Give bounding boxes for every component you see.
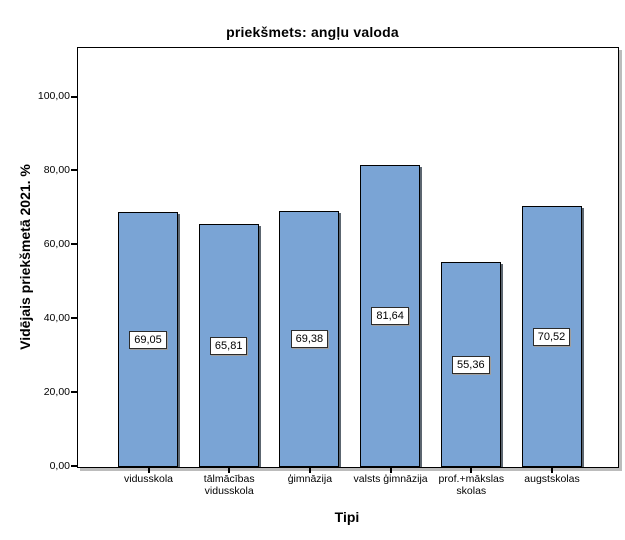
y-tick-mark: [71, 317, 77, 320]
x-tick-mark: [470, 468, 473, 473]
y-tick-mark: [71, 465, 77, 467]
x-tick-label: tālmācības vidusskola: [203, 473, 255, 497]
value-label-wrap: 81,64: [360, 306, 420, 325]
y-tick-label: 40,00: [43, 311, 70, 324]
y-tick-mark: [71, 391, 77, 394]
value-label-wrap: 70,52: [522, 327, 582, 346]
value-label-wrap: 65,81: [199, 336, 259, 355]
x-tick-label: augstskolas: [524, 473, 580, 485]
value-label-wrap: 69,05: [118, 330, 178, 349]
x-tick-mark: [147, 468, 150, 473]
x-tick-mark: [551, 468, 553, 473]
plot-area: 69,05 65,81 69,38 81,64 55,36 70,52: [77, 47, 619, 468]
x-tick-label: vidusskola: [123, 473, 174, 485]
value-label: 70,52: [532, 327, 571, 346]
value-label: 69,05: [129, 330, 167, 349]
value-label: 81,64: [371, 307, 409, 325]
y-tick-label: 80,00: [43, 163, 70, 176]
x-tick-mark: [389, 468, 392, 473]
x-tick-mark: [308, 468, 311, 473]
x-tick-label: ģimnāzija: [287, 473, 333, 485]
value-label-wrap: 55,36: [441, 355, 501, 374]
value-label: 65,81: [209, 336, 248, 355]
x-axis-title: Tipi: [334, 509, 360, 525]
x-tick-label: valsts ģimnāzija: [353, 473, 428, 485]
y-tick-label: 100,00: [37, 90, 70, 102]
y-tick-label: 0,00: [49, 459, 70, 472]
y-tick-mark: [71, 169, 77, 172]
value-label: 69,38: [290, 330, 329, 348]
x-tick-label: prof.+mākslas skolas: [438, 473, 505, 497]
y-tick-label: 20,00: [43, 385, 70, 398]
y-tick-mark: [71, 95, 77, 98]
x-tick-mark: [228, 468, 231, 473]
chart-title: priekšmets: angļu valoda: [226, 24, 399, 40]
y-tick-label: 60,00: [43, 237, 70, 250]
value-label-wrap: 69,38: [279, 329, 339, 348]
value-label: 55,36: [452, 355, 490, 374]
y-tick-mark: [71, 243, 77, 246]
